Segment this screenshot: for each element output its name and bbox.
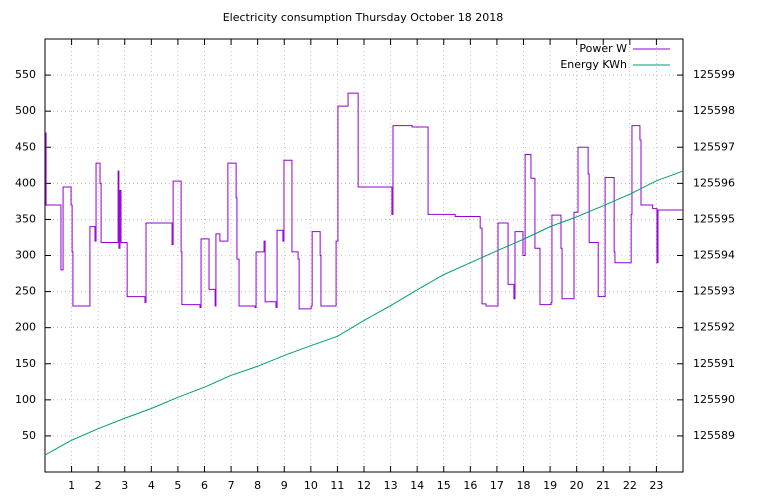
x-tick-label: 13 [384,479,398,492]
x-tick-label: 17 [490,479,504,492]
y2-tick-label: 125592 [693,321,735,334]
x-tick-label: 22 [623,479,637,492]
x-tick-label: 6 [201,479,208,492]
x-tick-label: 12 [357,479,371,492]
x-tick-label: 18 [517,479,531,492]
y-tick-label: 150 [15,357,36,370]
x-tick-label: 21 [596,479,610,492]
y2-tick-label: 125595 [693,212,735,225]
x-tick-label: 15 [437,479,451,492]
x-tick-label: 1 [68,479,75,492]
y-tick-label: 550 [15,68,36,81]
y2-tick-label: 125597 [693,140,735,153]
y2-tick-label: 125593 [693,285,735,298]
y-tick-label: 200 [15,321,36,334]
y-tick-label: 100 [15,393,36,406]
legend-label: Energy KWh [560,58,627,71]
y2-tick-label: 125594 [693,249,735,262]
x-tick-label: 16 [463,479,477,492]
series-line [44,170,684,456]
plot-border [44,38,684,473]
y-tick-label: 350 [15,212,36,225]
x-tick-label: 19 [543,479,557,492]
y-tick-label: 400 [15,176,36,189]
y-tick-label: 50 [22,429,36,442]
y2-tick-label: 125590 [693,393,735,406]
y-tick-label: 300 [15,249,36,262]
x-tick-label: 7 [228,479,235,492]
y2-tick-label: 125596 [693,176,735,189]
x-tick-label: 9 [281,479,288,492]
x-tick-label: 11 [330,479,344,492]
y2-tick-label: 125591 [693,357,735,370]
x-tick-label: 20 [570,479,584,492]
y-tick-label: 500 [15,104,36,117]
x-tick-label: 4 [148,479,155,492]
x-tick-label: 10 [304,479,318,492]
y-tick-label: 250 [15,285,36,298]
y2-tick-label: 125599 [693,68,735,81]
chart-title: Electricity consumption Thursday October… [223,11,504,24]
x-tick-label: 2 [95,479,102,492]
x-tick-label: 8 [254,479,261,492]
legend-label: Power W [579,42,627,55]
y-tick-label: 450 [15,140,36,153]
series-line [45,92,683,310]
x-tick-label: 5 [174,479,181,492]
y2-tick-label: 125598 [693,104,735,117]
x-tick-label: 3 [121,479,128,492]
y2-tick-label: 125589 [693,429,735,442]
x-tick-label: 14 [410,479,424,492]
x-tick-label: 23 [649,479,663,492]
